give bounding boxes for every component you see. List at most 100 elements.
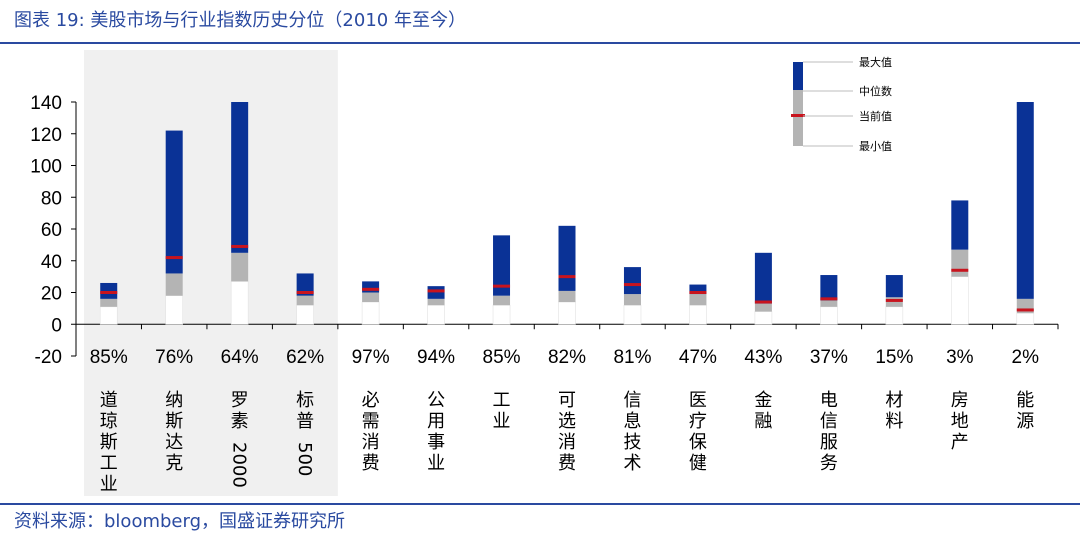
box-lower xyxy=(427,298,445,306)
category-label: 服 xyxy=(820,432,838,453)
box-base xyxy=(492,304,511,325)
current-marker xyxy=(165,256,183,260)
category-label: 斯 xyxy=(100,432,118,453)
box-upper xyxy=(427,286,445,299)
category-label: 电 xyxy=(820,390,838,411)
box-base xyxy=(950,276,969,325)
box-lower xyxy=(951,249,969,277)
percentile-label: 85% xyxy=(90,347,128,368)
box-base xyxy=(885,306,904,325)
percentile-label: 64% xyxy=(221,347,259,368)
category-label: 业 xyxy=(100,474,118,495)
percentile-label: 94% xyxy=(417,347,455,368)
category-label: 道 xyxy=(100,390,118,411)
y-tick-label: 120 xyxy=(30,125,62,146)
legend-label: 最大值 xyxy=(859,55,892,69)
category-label: 保 xyxy=(689,432,707,453)
box-upper xyxy=(231,102,249,253)
box-upper xyxy=(951,200,969,250)
legend-label: 最小值 xyxy=(859,140,892,153)
category-label: 术 xyxy=(623,453,641,474)
current-marker xyxy=(623,283,641,287)
category-label: 融 xyxy=(754,411,772,432)
box-base xyxy=(558,301,576,325)
chart-title: 图表 19: 美股市场与行业指数历史分位（2010 年至今） xyxy=(14,10,466,31)
box-upper xyxy=(493,235,511,296)
current-marker xyxy=(1016,308,1034,312)
box-base xyxy=(1016,312,1035,325)
y-tick-label: 140 xyxy=(30,93,62,114)
box-upper xyxy=(1016,102,1034,299)
legend-current-swatch xyxy=(791,114,805,117)
legend-label: 中位数 xyxy=(859,84,892,98)
category-label: 素 xyxy=(231,411,249,432)
category-label: 房 xyxy=(951,390,969,411)
percentile-label: 82% xyxy=(548,347,586,368)
title-divider xyxy=(0,42,1080,44)
box-upper xyxy=(623,267,641,295)
current-marker xyxy=(427,289,445,293)
box-lower xyxy=(362,292,380,303)
box-base xyxy=(361,301,380,325)
box-upper xyxy=(689,284,707,295)
category-label: 琼 xyxy=(100,411,118,432)
source-note: 资料来源：bloomberg，国盛证券研究所 xyxy=(14,511,345,532)
box-lower xyxy=(754,303,772,312)
category-label: 斯 xyxy=(165,411,183,432)
category-label: 工 xyxy=(100,453,118,474)
percentile-label: 3% xyxy=(946,347,974,368)
box-lower xyxy=(165,273,183,296)
category-label: 需 xyxy=(362,411,380,432)
highlight-region xyxy=(84,50,338,496)
box-base xyxy=(165,295,183,325)
category-label: 必 xyxy=(362,390,380,411)
category-label: 达 xyxy=(165,432,183,453)
box-base xyxy=(820,306,838,325)
category-label: 2000 xyxy=(229,442,250,488)
box-upper xyxy=(165,130,183,274)
current-marker xyxy=(820,297,838,301)
current-marker xyxy=(296,291,314,294)
box-lower xyxy=(100,298,118,307)
box-base xyxy=(689,304,707,325)
y-tick-label: -20 xyxy=(35,347,62,368)
box-base xyxy=(99,306,118,325)
category-label: 医 xyxy=(689,390,707,411)
category-label: 业 xyxy=(427,453,445,474)
box-base xyxy=(230,281,249,325)
category-label: 息 xyxy=(623,411,641,432)
percentile-label: 47% xyxy=(679,347,717,368)
category-label: 500 xyxy=(294,442,315,476)
category-label: 费 xyxy=(558,453,576,474)
box-lower xyxy=(689,294,707,306)
box-base xyxy=(427,304,445,325)
percentile-label: 62% xyxy=(286,347,324,368)
category-label: 用 xyxy=(427,411,445,432)
current-marker xyxy=(754,300,772,304)
box-lower xyxy=(558,290,576,303)
category-label: 能 xyxy=(1016,390,1034,411)
box-lower xyxy=(493,295,511,306)
category-label: 标 xyxy=(296,390,314,411)
box-upper xyxy=(754,252,772,304)
category-label: 务 xyxy=(820,453,838,474)
box-lower xyxy=(885,297,903,307)
box-base xyxy=(296,304,314,325)
current-marker xyxy=(951,268,969,272)
category-label: 地 xyxy=(951,411,969,432)
current-marker xyxy=(231,244,249,248)
category-label: 消 xyxy=(558,432,576,453)
category-label: 技 xyxy=(623,432,641,453)
category-label: 纳 xyxy=(165,390,183,411)
current-marker xyxy=(362,287,380,291)
category-label: 公 xyxy=(427,390,445,411)
legend-upper-swatch xyxy=(793,62,803,90)
y-tick-label: 40 xyxy=(41,252,62,273)
legend-lower-swatch xyxy=(793,90,803,146)
current-marker xyxy=(100,291,118,294)
legend-label: 当前值 xyxy=(859,109,892,123)
category-label: 可 xyxy=(558,390,576,411)
category-label: 事 xyxy=(427,432,445,453)
percentile-label: 76% xyxy=(155,347,193,368)
percentile-label: 43% xyxy=(744,347,782,368)
